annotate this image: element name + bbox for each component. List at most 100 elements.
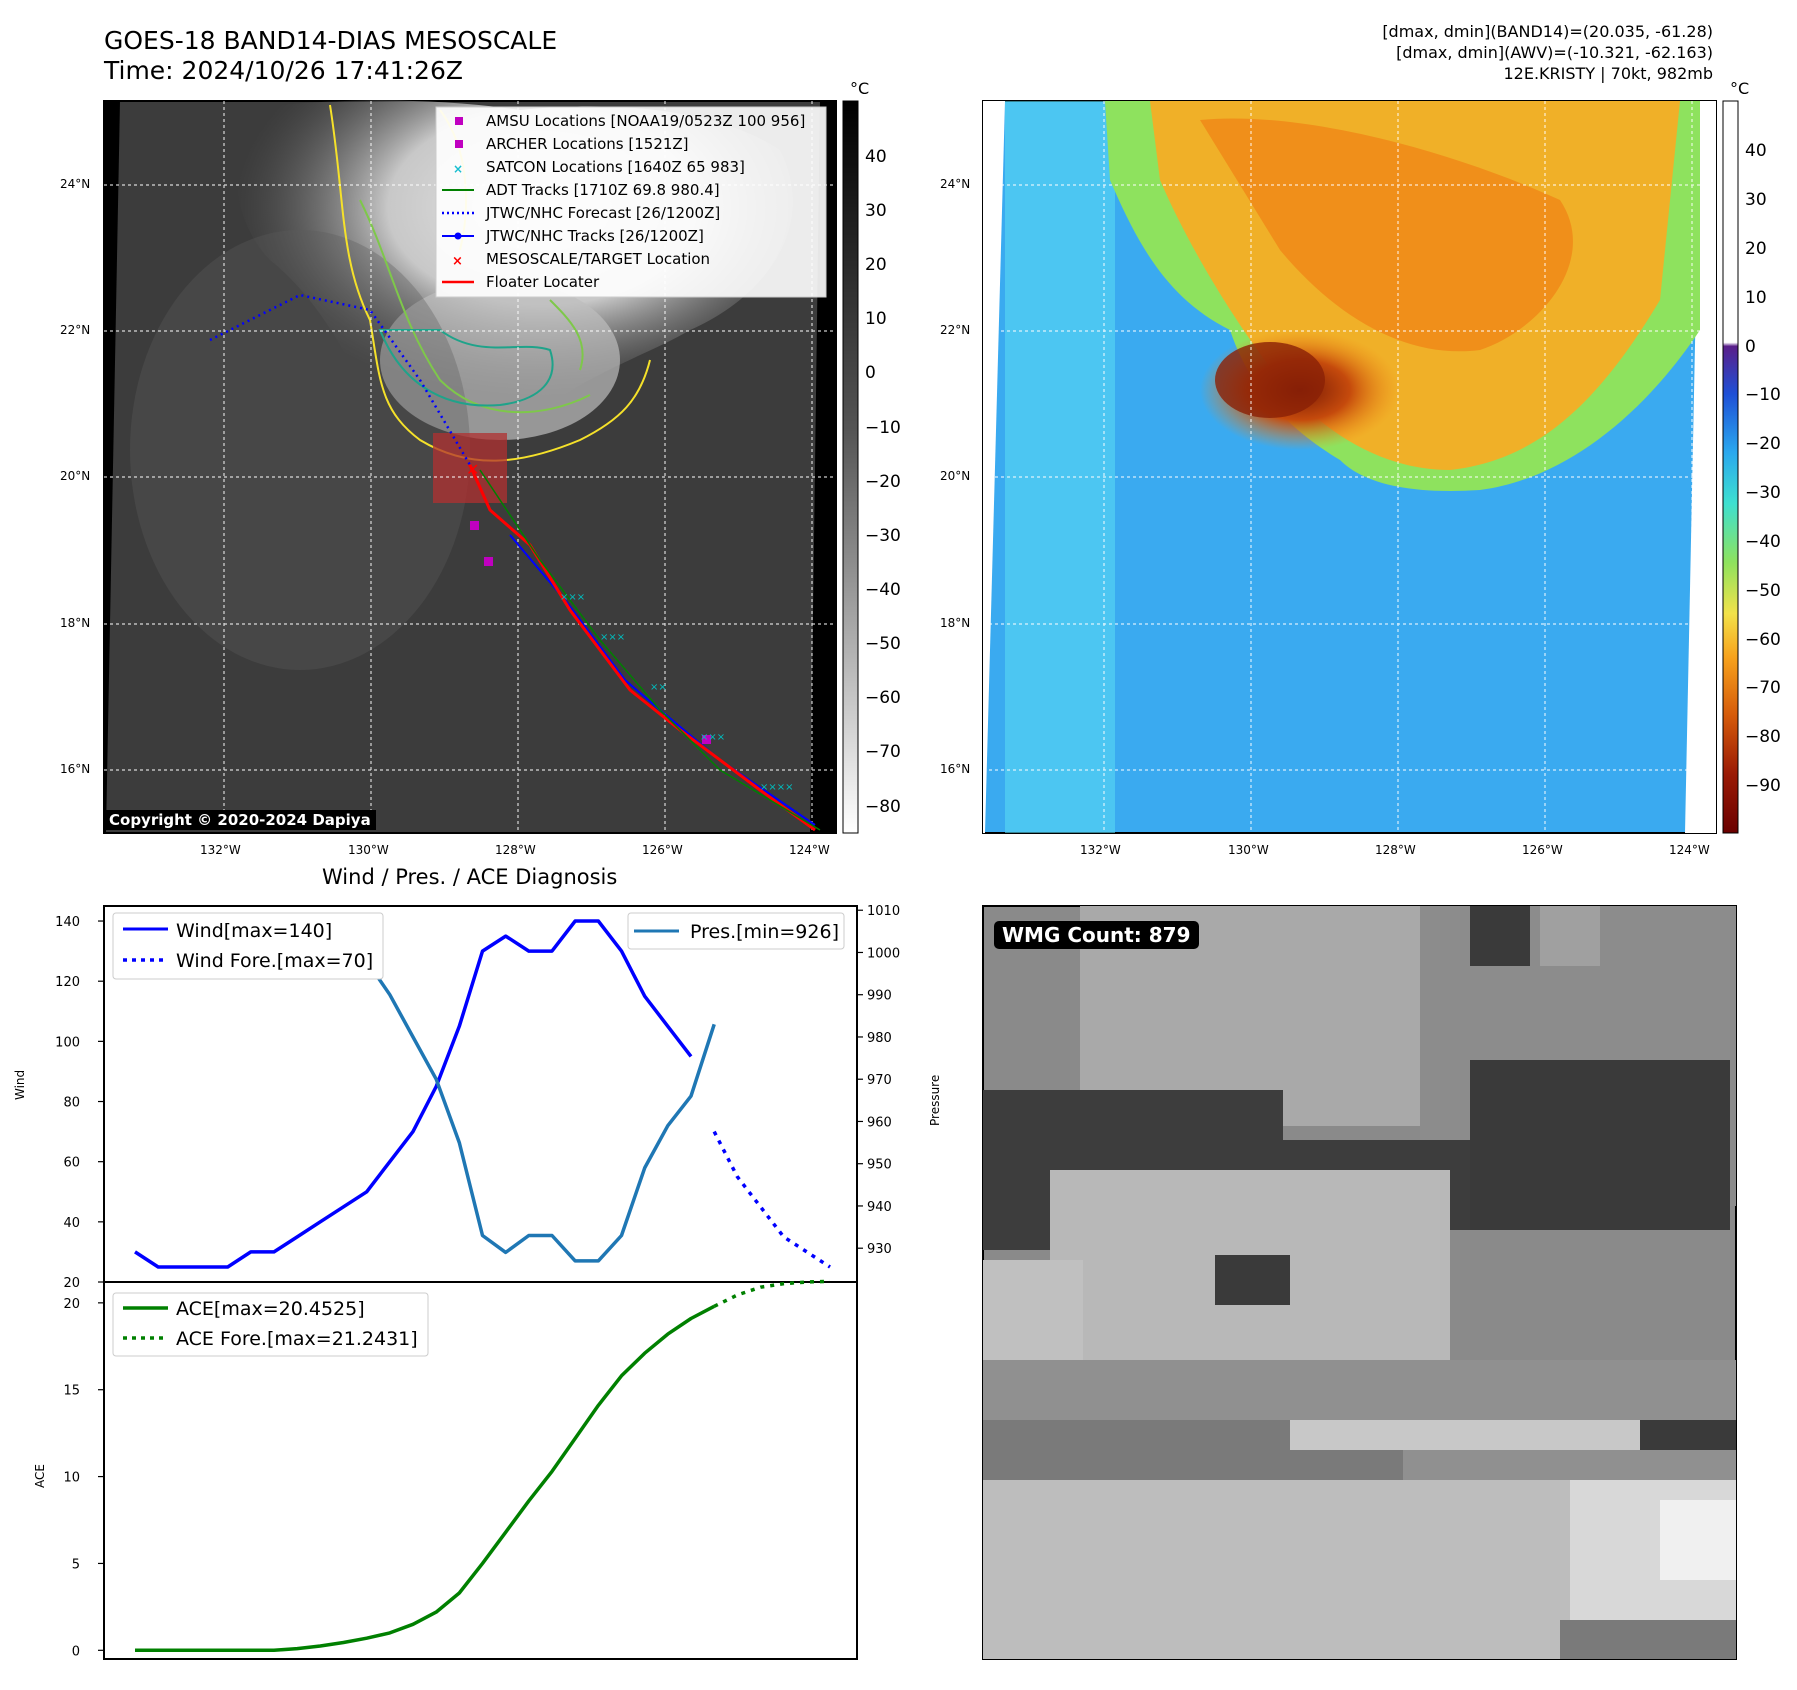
y-tick-label: 5 xyxy=(72,1557,80,1572)
y-tick-label: 10 xyxy=(63,1471,80,1486)
colorbar-left-tick: −10 xyxy=(865,418,901,438)
wmg-count-badge: WMG Count: 879 xyxy=(994,921,1199,949)
colorbar-right-unit: °C xyxy=(1730,79,1750,98)
y-right-tick-label: 940 xyxy=(867,1200,892,1215)
colorbar-left-unit: °C xyxy=(850,79,870,98)
lon-tick: 130°W xyxy=(1228,843,1269,857)
wind-axis-label: Wind xyxy=(13,1069,27,1100)
lon-tick: 124°W xyxy=(1669,843,1710,857)
lat-tick: 24°N xyxy=(60,177,91,191)
legend-label-adt: ADT Tracks [1710Z 69.8 980.4] xyxy=(486,181,720,199)
lon-tick: 126°W xyxy=(642,843,683,857)
colorbar-left-tick: 30 xyxy=(865,201,887,221)
colorbar-left-tick: −20 xyxy=(865,472,901,492)
storm-info: 12E.KRISTY | 70kt, 982mb xyxy=(1503,64,1714,83)
svg-text:××: ×× xyxy=(650,682,667,693)
lat-tick: 16°N xyxy=(60,762,91,776)
svg-text:×: × xyxy=(452,254,463,269)
y-right-tick-label: 930 xyxy=(867,1242,892,1257)
y-tick-label: 15 xyxy=(63,1384,80,1399)
y-tick-label: 0 xyxy=(72,1644,80,1659)
colorbar-left-tick: 40 xyxy=(865,147,887,167)
wind-fore-legend-label: Wind Fore.[max=70] xyxy=(176,950,374,972)
lat-tick: 22°N xyxy=(60,323,91,337)
colorbar-right-tick: 40 xyxy=(1745,141,1767,161)
colorbar-right-tick: 10 xyxy=(1745,288,1767,308)
series-line-0-0 xyxy=(134,919,693,1269)
ace-legend-label: ACE[max=20.4525] xyxy=(176,1298,365,1320)
stats-awv: [dmax, dmin](AWV)=(-10.321, -62.163) xyxy=(1396,43,1713,62)
forecast-track xyxy=(209,293,472,466)
colorbar-right-tick: −60 xyxy=(1745,630,1781,650)
colorbar-right-tick: −20 xyxy=(1745,434,1781,454)
colorbar-right-tick: −90 xyxy=(1745,776,1781,796)
colorbar-left-tick: −60 xyxy=(865,688,901,708)
wv-map xyxy=(982,100,1717,834)
y-tick-label: 140 xyxy=(55,915,80,930)
y-tick-label: 60 xyxy=(63,1156,80,1171)
lon-tick: 128°W xyxy=(1375,843,1416,857)
lat-tick: 22°N xyxy=(940,323,971,337)
lat-tick: 16°N xyxy=(940,762,971,776)
colorbar-left-tick: 10 xyxy=(865,309,887,329)
colorbar-left xyxy=(842,100,859,834)
colorbar-right-tick: −40 xyxy=(1745,532,1781,552)
y-right-tick-label: 960 xyxy=(867,1115,892,1130)
colorbar-right xyxy=(1722,100,1739,834)
colorbar-left-tick: 20 xyxy=(865,255,887,275)
legend-label-forecast: JTWC/NHC Forecast [26/1200Z] xyxy=(486,204,721,222)
svg-text:××××: ×××× xyxy=(760,782,794,793)
legend-label-floater: Floater Locater xyxy=(486,273,600,291)
legend-label-archer: ARCHER Locations [1521Z] xyxy=(486,135,689,153)
colorbar-right-tick: −10 xyxy=(1745,385,1781,405)
diagnosis-title: Wind / Pres. / ACE Diagnosis xyxy=(322,865,618,889)
legend-label-tracks: JTWC/NHC Tracks [26/1200Z] xyxy=(486,227,704,245)
lon-tick: 124°W xyxy=(789,843,830,857)
colorbar-left-tick: −30 xyxy=(865,526,901,546)
colorbar-left-tick: 0 xyxy=(865,363,876,383)
svg-text:×××: ××× xyxy=(600,632,625,643)
y-right-tick-label: 950 xyxy=(867,1158,892,1173)
y-right-tick-label: 970 xyxy=(867,1073,892,1088)
y-right-tick-label: 990 xyxy=(867,989,892,1004)
series-line-1-0 xyxy=(135,1304,716,1653)
wind-legend-label: Wind[max=140] xyxy=(176,920,333,942)
y-right-tick-label: 1010 xyxy=(867,904,900,919)
y-tick-label: 20 xyxy=(63,1297,80,1312)
ace-axis-label: ACE xyxy=(33,1464,47,1488)
pressure-axis-label: Pressure xyxy=(928,1074,942,1126)
series-line-1-1 xyxy=(713,1279,831,1308)
lat-tick: 18°N xyxy=(60,616,91,630)
y-right-tick-label: 980 xyxy=(867,1031,892,1046)
lon-tick: 132°W xyxy=(200,843,241,857)
colorbar-right-tick: −80 xyxy=(1745,727,1781,747)
colorbar-right-tick: −50 xyxy=(1745,581,1781,601)
map-panels: ✕ ××××××××××××××× × × xyxy=(103,100,1739,834)
ace-fore-legend-label: ACE Fore.[max=21.2431] xyxy=(176,1328,418,1350)
y-tick-label: 40 xyxy=(63,1216,80,1231)
legend-label-satcon: SATCON Locations [1640Z 65 983] xyxy=(486,158,745,176)
colorbar-left-tick: −80 xyxy=(865,797,901,817)
floater-track xyxy=(468,464,816,832)
lon-tick: 128°W xyxy=(495,843,536,857)
y-tick-label: 120 xyxy=(55,975,80,990)
lat-tick: 24°N xyxy=(940,177,971,191)
svg-text:×××: ××× xyxy=(700,732,725,743)
colorbar-right-tick: −30 xyxy=(1745,483,1781,503)
legend-box xyxy=(435,106,827,298)
svg-text:✕: ✕ xyxy=(466,460,479,479)
figure-time: Time: 2024/10/26 17:41:26Z xyxy=(104,56,463,85)
contour-teal xyxy=(378,329,554,407)
y-tick-label: 80 xyxy=(63,1096,80,1111)
colorbar-right-tick: 0 xyxy=(1745,337,1756,357)
pres-legend-label: Pres.[min=926] xyxy=(690,921,839,943)
colorbar-right-tick: 20 xyxy=(1745,239,1767,259)
colorbar-left-tick: −50 xyxy=(865,634,901,654)
svg-text:×××: ××× xyxy=(560,592,585,603)
svg-text:×: × xyxy=(453,162,463,176)
series-line-0-2 xyxy=(135,921,716,1263)
lat-tick: 20°N xyxy=(60,469,91,483)
figure-title: GOES-18 BAND14-DIAS MESOSCALE xyxy=(104,26,558,55)
stats-band14: [dmax, dmin](BAND14)=(20.035, -61.28) xyxy=(1382,22,1713,41)
y-tick-label: 20 xyxy=(63,1276,80,1291)
